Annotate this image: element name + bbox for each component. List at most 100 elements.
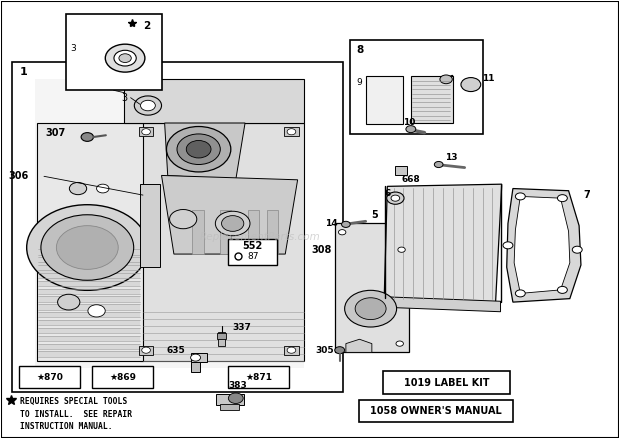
Circle shape: [387, 192, 404, 204]
Polygon shape: [384, 184, 502, 302]
Bar: [139, 127, 154, 136]
Circle shape: [515, 193, 525, 200]
Circle shape: [503, 242, 513, 249]
Circle shape: [135, 96, 162, 115]
Bar: [396, 166, 407, 176]
Bar: [38, 344, 140, 349]
Bar: [12, 62, 343, 392]
Bar: [220, 404, 239, 411]
Polygon shape: [388, 297, 500, 312]
Circle shape: [186, 141, 211, 158]
Bar: [220, 210, 231, 254]
Circle shape: [461, 78, 480, 92]
Circle shape: [398, 247, 405, 252]
Polygon shape: [514, 196, 570, 293]
Polygon shape: [335, 224, 409, 352]
Bar: [360, 400, 513, 422]
Text: 337: 337: [232, 323, 252, 332]
Bar: [284, 127, 299, 136]
Bar: [191, 362, 200, 372]
Polygon shape: [37, 123, 143, 361]
Bar: [38, 296, 140, 302]
Circle shape: [81, 133, 94, 142]
Circle shape: [221, 216, 244, 232]
Text: 8: 8: [356, 45, 364, 55]
Circle shape: [406, 126, 416, 133]
Bar: [191, 353, 206, 363]
Polygon shape: [125, 79, 304, 123]
Polygon shape: [140, 123, 304, 361]
Text: 1: 1: [19, 67, 27, 77]
Circle shape: [440, 75, 452, 84]
Text: ★870: ★870: [36, 373, 63, 382]
Bar: [38, 312, 140, 318]
Text: 308: 308: [311, 245, 332, 255]
Bar: [38, 249, 140, 254]
Bar: [38, 257, 140, 262]
Text: 1058 OWNER'S MANUAL: 1058 OWNER'S MANUAL: [370, 406, 502, 416]
Circle shape: [105, 44, 145, 72]
Bar: [92, 366, 153, 388]
Bar: [383, 371, 510, 394]
Circle shape: [335, 347, 345, 354]
Bar: [38, 273, 140, 278]
Circle shape: [190, 354, 200, 361]
Bar: [228, 239, 277, 265]
Text: REQUIRES SPECIAL TOOLS
TO INSTALL.  SEE REPAIR
INSTRUCTION MANUAL.: REQUIRES SPECIAL TOOLS TO INSTALL. SEE R…: [20, 397, 133, 431]
Circle shape: [142, 347, 151, 353]
Circle shape: [391, 195, 400, 201]
Circle shape: [515, 290, 525, 297]
Circle shape: [215, 211, 250, 236]
Circle shape: [119, 54, 131, 63]
Circle shape: [345, 290, 397, 327]
Circle shape: [142, 129, 151, 135]
Bar: [284, 346, 299, 355]
Bar: [218, 332, 224, 346]
Circle shape: [56, 226, 118, 269]
Text: 2: 2: [143, 21, 150, 31]
Text: 3: 3: [122, 93, 128, 103]
Text: ★869: ★869: [109, 373, 136, 382]
Circle shape: [177, 134, 220, 164]
Circle shape: [339, 230, 346, 235]
Bar: [66, 14, 162, 90]
Text: ReplacementParts.com: ReplacementParts.com: [200, 232, 321, 242]
Text: 5: 5: [371, 210, 378, 220]
Text: 552: 552: [242, 241, 263, 251]
Text: 635: 635: [166, 346, 185, 355]
Circle shape: [58, 294, 80, 310]
Circle shape: [396, 341, 404, 346]
Text: ★871: ★871: [245, 373, 272, 382]
Text: 668: 668: [402, 176, 420, 184]
Text: 6: 6: [384, 189, 391, 198]
Bar: [350, 40, 483, 134]
Circle shape: [69, 183, 87, 194]
Circle shape: [572, 246, 582, 253]
Text: 87: 87: [247, 252, 259, 261]
Polygon shape: [346, 339, 372, 352]
Circle shape: [114, 50, 136, 66]
Bar: [38, 328, 140, 333]
Circle shape: [170, 209, 197, 229]
Bar: [366, 76, 403, 124]
Circle shape: [287, 129, 296, 135]
Circle shape: [557, 194, 567, 202]
Circle shape: [41, 215, 134, 280]
Bar: [228, 366, 289, 388]
Polygon shape: [140, 184, 161, 267]
Bar: [38, 281, 140, 286]
Circle shape: [27, 205, 148, 290]
Text: 13: 13: [445, 153, 458, 162]
Text: 7: 7: [583, 190, 590, 200]
Polygon shape: [507, 189, 581, 302]
Circle shape: [287, 347, 296, 353]
Text: 307: 307: [46, 128, 66, 138]
Circle shape: [141, 100, 156, 111]
Bar: [38, 351, 140, 357]
Bar: [192, 210, 203, 254]
Circle shape: [435, 161, 443, 168]
Bar: [216, 333, 226, 339]
Circle shape: [342, 221, 350, 228]
Bar: [38, 265, 140, 270]
Polygon shape: [162, 176, 298, 254]
